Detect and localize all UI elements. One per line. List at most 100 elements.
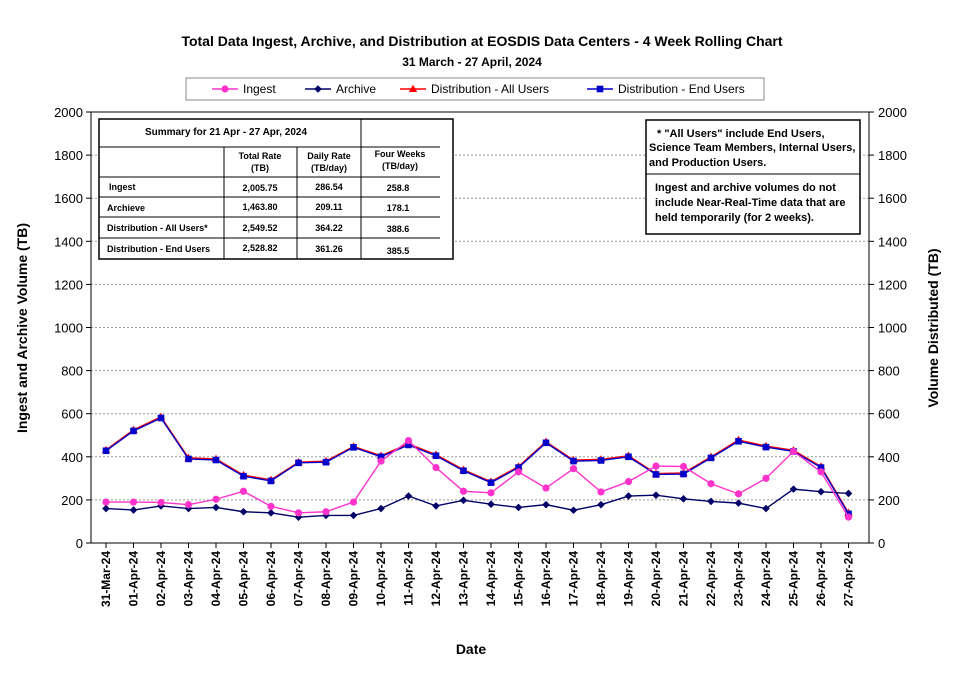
point-ingest — [487, 489, 495, 497]
x-tick-label: 06-Apr-24 — [264, 551, 278, 607]
point-archive — [734, 499, 743, 507]
x-tick-label: 21-Apr-24 — [677, 551, 691, 607]
point-distribution-end-users — [157, 414, 165, 422]
x-axis: 31-Mar-24 01-Apr-24 02-Apr-24 03-Apr-24 04-A… — [99, 543, 856, 607]
y2-tick-label: 400 — [878, 450, 900, 465]
point-ingest — [239, 487, 248, 495]
point-ingest — [817, 468, 825, 476]
point-ingest — [762, 474, 770, 482]
row-four: 178.1 — [387, 203, 410, 213]
point-archive — [707, 497, 715, 506]
y2-tick-label: 600 — [878, 407, 900, 422]
point-ingest — [432, 463, 440, 472]
legend-marker — [408, 84, 418, 92]
series-ingest — [102, 437, 853, 521]
point-archive — [514, 503, 523, 512]
point-ingest — [322, 508, 330, 516]
x-tick-label: 04-Apr-24 — [209, 551, 223, 607]
row-daily: 364.22 — [315, 223, 343, 233]
point-distribution-end-users — [185, 455, 192, 463]
legend-label: Distribution - End Users — [618, 82, 745, 96]
point-distribution-end-users — [680, 470, 687, 478]
note2-line2: include Near-Real-Time data that are — [655, 197, 846, 209]
row-daily: 286.54 — [315, 182, 343, 192]
point-ingest — [652, 462, 660, 470]
point-archive — [762, 504, 770, 513]
row-daily: 361.26 — [315, 244, 343, 254]
point-distribution-end-users — [487, 479, 495, 486]
point-archive — [267, 509, 275, 517]
x-tick-label: 19-Apr-24 — [622, 551, 636, 607]
point-archive — [652, 491, 660, 499]
notes-box: * "All Users" include End Users, Science… — [645, 119, 861, 235]
point-distribution-end-users — [460, 467, 467, 475]
note1-line1: * "All Users" include End Users, — [657, 128, 825, 140]
x-tick-label: 15-Apr-24 — [512, 551, 526, 607]
notes-frame — [645, 119, 861, 235]
summary-table: Summary for 21 Apr - 27 Apr, 2024 Total … — [98, 118, 454, 260]
row-label: Distribution - End Users — [107, 244, 210, 254]
x-tick-label: 02-Apr-24 — [154, 551, 168, 607]
y2-tick-label: 1800 — [878, 148, 907, 163]
point-distribution-end-users — [515, 464, 522, 471]
point-archive — [624, 492, 633, 500]
legend-marker — [596, 85, 604, 93]
point-archive — [102, 504, 110, 513]
y-tick-label: 400 — [61, 450, 83, 465]
x-tick-label: 09-Apr-24 — [347, 551, 361, 607]
x-tick-label: 23-Apr-24 — [732, 551, 746, 607]
y-axis-title-left: Ingest and Archive Volume (TB) — [14, 223, 30, 433]
point-ingest — [404, 437, 413, 445]
series-archive — [102, 485, 853, 521]
x-tick-label: 13-Apr-24 — [457, 551, 471, 607]
point-distribution-end-users — [212, 456, 220, 464]
point-ingest — [707, 480, 715, 488]
point-ingest — [679, 462, 688, 471]
y2-tick-label: 1200 — [878, 277, 907, 292]
row-total: 1,463.80 — [242, 202, 277, 212]
point-ingest — [734, 490, 743, 498]
x-tick-label: 10-Apr-24 — [374, 551, 388, 607]
x-tick-label: 26-Apr-24 — [814, 551, 828, 607]
point-distribution-end-users — [267, 477, 275, 485]
point-distribution-end-users — [130, 427, 137, 435]
point-ingest — [377, 457, 385, 465]
point-distribution-end-users — [570, 457, 577, 465]
header-total-2: (TB) — [251, 163, 269, 173]
chart-subtitle: 31 March - 27 April, 2024 — [402, 55, 542, 69]
point-distribution-end-users — [405, 441, 412, 449]
legend-label: Archive — [336, 82, 376, 96]
series-line-distribution-end-users — [105, 417, 850, 515]
point-archive — [487, 500, 495, 509]
point-archive — [817, 487, 825, 496]
point-distribution-end-users — [542, 439, 550, 447]
chart-title: Total Data Ingest, Archive, and Distribu… — [181, 33, 782, 49]
point-archive — [569, 506, 578, 515]
point-archive — [679, 495, 688, 503]
point-archive — [459, 496, 468, 505]
header-total-1: Total Rate — [239, 151, 282, 161]
y-tick-label: 0 — [76, 536, 83, 551]
row-total: 2,005.75 — [242, 183, 277, 193]
x-tick-label: 01-Apr-24 — [127, 551, 141, 607]
point-ingest — [157, 498, 165, 507]
y-tick-label: 1800 — [54, 148, 83, 163]
point-ingest — [844, 513, 853, 521]
y-tick-label: 2000 — [54, 105, 83, 120]
legend: Ingest Archive Distribution - All Users Dis… — [185, 77, 765, 101]
point-ingest — [129, 498, 138, 506]
y-axis-left: 0 200 400 600 800 1000 1200 1400 1600 1800 2000 — [54, 105, 91, 551]
point-ingest — [542, 484, 550, 492]
note1-line2: Science Team Members, Internal Users, — [649, 142, 855, 154]
point-distribution-end-users — [322, 458, 330, 466]
header-daily-2: (TB/day) — [311, 163, 347, 173]
point-archive — [432, 502, 440, 510]
point-archive — [377, 504, 385, 513]
row-four: 388.6 — [387, 224, 410, 234]
y-axis-right: 0 200 400 600 800 1000 1200 1400 1600 1800 2000 — [869, 105, 907, 551]
point-distribution-end-users — [735, 437, 742, 445]
x-axis-title: Date — [456, 641, 487, 657]
row-label: Archieve — [107, 203, 145, 213]
y-tick-label: 200 — [61, 493, 83, 508]
